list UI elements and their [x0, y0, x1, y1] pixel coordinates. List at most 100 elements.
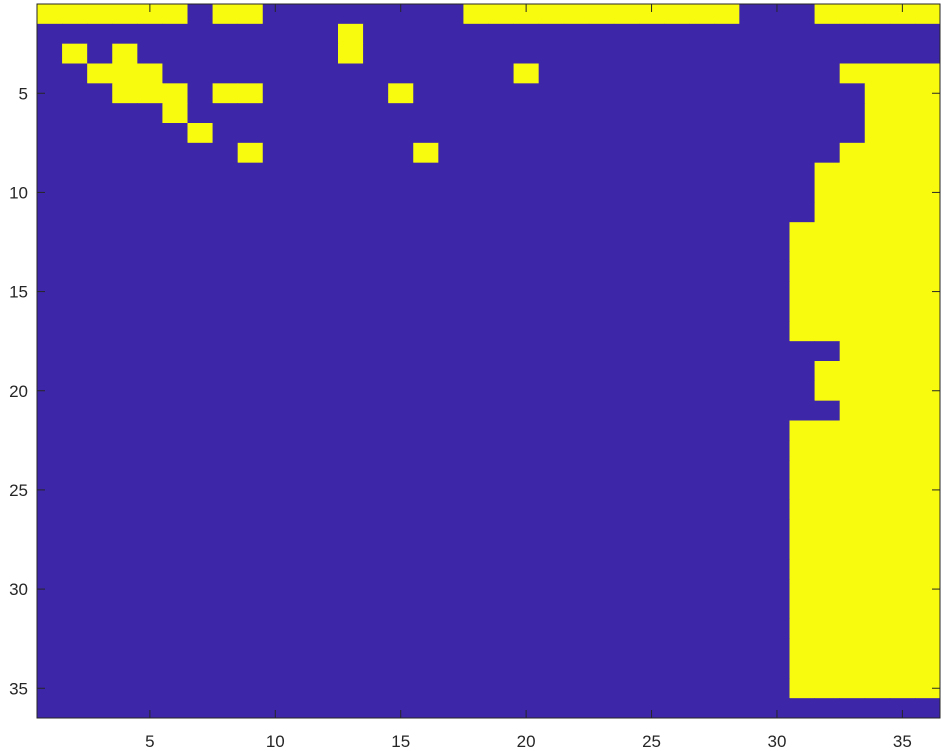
- heatmap-cell: [513, 242, 540, 263]
- heatmap-cell: [488, 242, 514, 263]
- heatmap-cell: [338, 400, 364, 421]
- x-tick-label: 5: [145, 732, 154, 751]
- heatmap-cell: [839, 222, 866, 243]
- heatmap-cell: [438, 460, 464, 481]
- heatmap-cell: [62, 123, 88, 144]
- heatmap-cell: [789, 400, 815, 421]
- heatmap-cell: [312, 658, 339, 679]
- heatmap-cell: [338, 519, 364, 540]
- heatmap-cell: [664, 103, 690, 124]
- heatmap-cell: [262, 460, 289, 481]
- heatmap-cell: [563, 658, 590, 679]
- x-tick-label: 30: [767, 732, 786, 751]
- heatmap-cell: [588, 380, 615, 402]
- heatmap-cell: [212, 698, 239, 719]
- y-tick-label: 10: [9, 183, 28, 202]
- heatmap-cell: [463, 261, 489, 283]
- heatmap-cell: [312, 361, 339, 382]
- heatmap-cell: [488, 559, 514, 580]
- heatmap-cell: [513, 380, 540, 402]
- heatmap-cell: [563, 222, 590, 243]
- heatmap-cell: [814, 341, 841, 362]
- heatmap-cell: [538, 440, 565, 461]
- heatmap-cell: [839, 618, 866, 640]
- heatmap-cell: [714, 380, 740, 402]
- heatmap-cell: [62, 599, 88, 620]
- heatmap-cell: [413, 43, 439, 64]
- heatmap-cell: [513, 142, 540, 164]
- heatmap-cell: [137, 182, 163, 203]
- heatmap-cell: [789, 242, 815, 263]
- heatmap-cell: [37, 579, 63, 600]
- heatmap-cell: [212, 23, 239, 45]
- heatmap-cell: [639, 162, 665, 183]
- heatmap-cell: [37, 539, 63, 560]
- heatmap-cell: [112, 618, 138, 640]
- heatmap-cell: [839, 658, 866, 679]
- heatmap-cell: [312, 242, 339, 263]
- heatmap-cell: [563, 162, 590, 183]
- heatmap-cell: [689, 4, 715, 25]
- heatmap-cell: [764, 599, 790, 620]
- heatmap-cell: [112, 420, 138, 441]
- heatmap-cell: [864, 519, 891, 540]
- heatmap-cell: [839, 420, 866, 441]
- heatmap-cell: [137, 618, 163, 640]
- heatmap-cell: [563, 83, 590, 104]
- heatmap-cell: [287, 63, 314, 84]
- heatmap-cell: [639, 480, 665, 501]
- heatmap-cell: [162, 222, 188, 243]
- heatmap-cell: [739, 579, 765, 600]
- heatmap-cell: [37, 341, 63, 362]
- heatmap-cell: [814, 559, 841, 580]
- heatmap-cell: [613, 23, 640, 45]
- heatmap-cell: [137, 162, 163, 183]
- heatmap-cell: [789, 4, 815, 25]
- heatmap-cell: [639, 559, 665, 580]
- heatmap-cell: [789, 202, 815, 223]
- heatmap-cell: [839, 539, 866, 560]
- heatmap-cell: [162, 261, 188, 283]
- heatmap-cell: [764, 380, 790, 402]
- heatmap-cell: [889, 242, 916, 263]
- heatmap-cell: [212, 321, 239, 342]
- heatmap-cell: [463, 182, 489, 203]
- heatmap-cell: [262, 281, 289, 302]
- heatmap-cell: [613, 222, 640, 243]
- heatmap-cell: [212, 182, 239, 203]
- heatmap-cell: [664, 678, 690, 699]
- heatmap-cell: [37, 599, 63, 620]
- heatmap-cell: [889, 123, 916, 144]
- heatmap-cell: [739, 43, 765, 64]
- heatmap-cell: [764, 559, 790, 580]
- heatmap-cell: [889, 658, 916, 679]
- heatmap-cell: [162, 142, 188, 164]
- heatmap-cell: [689, 460, 715, 481]
- heatmap-cell: [889, 361, 916, 382]
- heatmap-cell: [237, 440, 264, 461]
- heatmap-cell: [338, 618, 364, 640]
- heatmap-cell: [739, 658, 765, 679]
- heatmap-cell: [563, 480, 590, 501]
- heatmap-cell: [162, 123, 188, 144]
- heatmap-cell: [613, 400, 640, 421]
- heatmap-cell: [789, 261, 815, 283]
- heatmap-cell: [187, 63, 213, 84]
- heatmap-cell: [137, 499, 163, 521]
- heatmap-cell: [37, 123, 63, 144]
- heatmap-cell: [87, 638, 113, 659]
- heatmap-cell: [162, 242, 188, 263]
- heatmap-cell: [363, 460, 389, 481]
- heatmap-cell: [639, 341, 665, 362]
- heatmap-cell: [789, 480, 815, 501]
- heatmap-cell: [112, 638, 138, 659]
- heatmap-cell: [764, 539, 790, 560]
- heatmap-cell: [814, 380, 841, 402]
- heatmap-cell: [789, 222, 815, 243]
- heatmap-cell: [62, 380, 88, 402]
- heatmap-cell: [488, 420, 514, 441]
- heatmap-cell: [889, 480, 916, 501]
- heatmap-cell: [338, 440, 364, 461]
- heatmap-cell: [137, 539, 163, 560]
- heatmap-cell: [112, 341, 138, 362]
